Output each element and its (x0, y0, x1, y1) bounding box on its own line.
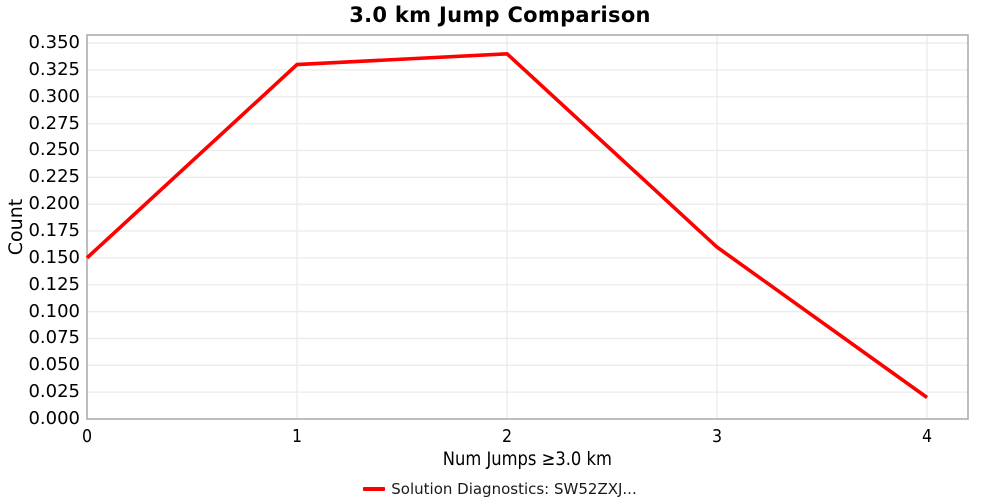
chart-title: 3.0 km Jump Comparison (349, 3, 651, 27)
y-tick-label: 0.025 (28, 381, 80, 403)
y-tick-label: 0.225 (28, 166, 80, 188)
plot-border (86, 34, 969, 420)
y-tick-label: 0.350 (28, 32, 80, 54)
x-tick-label: 1 (291, 426, 303, 447)
y-tick-label: 0.175 (28, 220, 80, 242)
x-tick-label: 0 (81, 426, 93, 447)
y-tick-label: 0.275 (28, 112, 80, 134)
x-tick-label: 3 (711, 426, 723, 447)
x-axis-title: Num Jumps ≥3.0 km (87, 448, 968, 471)
series-line (85, 51, 929, 399)
y-tick-label: 0.150 (28, 246, 80, 268)
x-tick-label: 2 (501, 426, 513, 447)
y-tick-label: 0.250 (28, 139, 80, 161)
y-tick-label: 0.325 (28, 58, 80, 80)
y-tick-label: 0.000 (28, 408, 80, 429)
y-tick-label: 0.125 (28, 273, 80, 295)
y-tick-label: 0.100 (28, 300, 80, 322)
x-axis-title-text: Num Jumps ≥3.0 km (442, 448, 613, 470)
y-tick-label: 0.050 (28, 354, 80, 376)
legend-label: Solution Diagnostics: SW52ZXJ... (391, 480, 637, 498)
x-tick-label: 4 (922, 426, 933, 447)
y-tick-label: 0.200 (28, 193, 80, 215)
legend: Solution Diagnostics: SW52ZXJ... (0, 480, 1000, 498)
y-tick-label: 0.075 (28, 327, 80, 349)
legend-line-marker (363, 487, 386, 491)
y-tick-label: 0.300 (28, 85, 80, 107)
